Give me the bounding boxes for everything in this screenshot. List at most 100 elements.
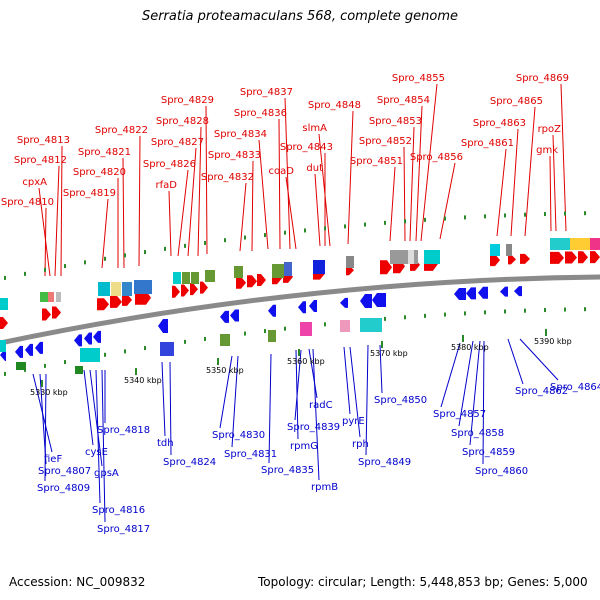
genome-backbone <box>0 274 600 346</box>
upper-leader-line <box>389 166 396 242</box>
lower-leader-line <box>349 346 361 438</box>
lower-leader-line <box>44 373 47 482</box>
lower-leader-line <box>312 348 320 481</box>
forward-gene-arrow <box>490 254 500 267</box>
reverse-gene-arrow <box>298 301 306 314</box>
lower-leader-line <box>95 369 101 504</box>
forward-gene-arrow <box>380 260 392 275</box>
upper-gene-label: Spro_4820 <box>73 167 126 178</box>
upper-leader-line <box>54 165 60 277</box>
forward-gene-arrow <box>172 285 180 298</box>
upper-gene-label: slmA <box>302 123 327 134</box>
gene-annotation-box <box>408 250 414 264</box>
lower-leader-line <box>458 340 474 427</box>
reverse-gene-arrow <box>478 286 488 299</box>
upper-leader-line <box>420 83 438 242</box>
gene-annotation-box <box>268 330 276 342</box>
upper-gene-label: Spro_4855 <box>392 73 445 84</box>
upper-gene-label: Spro_4852 <box>359 136 412 147</box>
upper-gene-label: Spro_4869 <box>516 73 569 84</box>
upper-leader-line <box>415 105 423 242</box>
upper-leader-line <box>177 169 189 257</box>
upper-gene-label: Spro_4829 <box>161 95 214 106</box>
gene-annotation-box <box>340 320 350 332</box>
upper-gene-label: Spro_4836 <box>234 108 287 119</box>
upper-leader-line <box>197 126 202 257</box>
gene-annotation-box <box>40 292 48 302</box>
reverse-gene-arrow <box>25 343 33 356</box>
gene-annotation-box <box>284 262 292 276</box>
scale-label: 5380 kbp <box>451 343 489 352</box>
upper-gene-labels: Spro_4810 cpxA Spro_4812 Spro_4813 Spro_4819… <box>1 73 569 208</box>
gene-annotation-box <box>313 260 325 274</box>
reverse-gene-arrow <box>93 330 101 343</box>
upper-gene-label: Spro_4828 <box>156 116 209 127</box>
reverse-gene-arrow <box>454 288 466 301</box>
upper-leader-line <box>101 198 109 269</box>
forward-gene-arrow <box>590 251 600 264</box>
reverse-gene-arrow <box>309 300 317 313</box>
gene-annotation-box <box>80 348 90 362</box>
scale-label: 5370 kbp <box>370 349 408 358</box>
scale-label: 5350 kbp <box>206 366 244 375</box>
gene-annotation-box <box>220 334 230 346</box>
reverse-gene-arrow <box>268 304 276 317</box>
forward-gene-arrow <box>135 290 151 305</box>
upper-leader-line <box>284 97 291 250</box>
lower-gene-label: pyrE <box>342 416 365 427</box>
upper-gene-label: Spro_4834 <box>214 129 267 140</box>
accession-label: Accession: NC_009832 <box>9 575 146 589</box>
lower-leader-line <box>440 342 461 408</box>
reverse-gene-arrow <box>15 345 23 358</box>
upper-leader-line <box>496 148 507 237</box>
upper-gene-label: Spro_4822 <box>95 125 148 136</box>
lower-leader-line <box>83 369 94 446</box>
lower-gene-label: rpmG <box>290 441 318 452</box>
lower-gene-label: Spro_4839 <box>287 422 340 433</box>
upper-gene-label: gmk <box>536 145 558 156</box>
gene-annotation-box <box>134 280 152 294</box>
lower-gene-label: Spro_4831 <box>224 449 277 460</box>
lower-gene-label: cysE <box>85 447 108 458</box>
upper-gene-label: Spro_4865 <box>490 96 543 107</box>
gene-annotation-box <box>205 270 215 282</box>
forward-gene-arrow <box>520 253 530 264</box>
upper-gene-label: Spro_4856 <box>410 152 463 163</box>
lower-leader-line <box>365 344 369 456</box>
upper-gene-label: Spro_4833 <box>208 150 261 161</box>
gene-annotation-box <box>590 238 600 250</box>
label-leader-lines <box>32 83 567 523</box>
forward-gene-arrow <box>247 275 257 288</box>
upper-leader-line <box>239 182 247 252</box>
genome-title: Serratia proteamaculans 568, complete ge… <box>141 9 459 24</box>
gene-annotation-box <box>346 256 354 268</box>
lower-gene-label: Spro_4807 <box>38 466 91 477</box>
upper-leader-line <box>510 128 519 237</box>
upper-leader-line <box>403 146 406 242</box>
upper-gene-label: Spro_4853 <box>369 116 422 127</box>
forward-gene-arrow <box>578 251 588 264</box>
lower-gene-label: Spro_4817 <box>97 524 150 535</box>
gene-annotation-box <box>424 250 440 264</box>
lower-gene-label: fieF <box>44 454 62 465</box>
forward-gene-arrow <box>236 276 246 289</box>
gene-annotation-box <box>160 342 174 356</box>
lower-gene-label: Spro_4862 <box>515 386 568 397</box>
scale-label: 5390 kbp <box>534 337 572 346</box>
lower-gene-label: Spro_4858 <box>451 428 504 439</box>
lower-gene-label: Spro_4830 <box>212 430 265 441</box>
upper-leader-line <box>549 155 552 232</box>
upper-gene-label: coaD <box>269 166 295 177</box>
upper-gene-label: Spro_4851 <box>350 156 403 167</box>
upper-leader-line <box>258 139 269 250</box>
lower-leader-line <box>219 355 233 429</box>
upper-gene-label: Spro_4854 <box>377 95 430 106</box>
scale-labels: 5330 kbp 5340 kbp 5350 kbp 5360 kbp 5370 kbp… <box>30 337 572 397</box>
lower-leader-line <box>343 346 351 415</box>
lower-gene-label: Spro_4857 <box>433 409 486 420</box>
upper-gene-label: cpxA <box>22 177 47 188</box>
upper-leader-line <box>278 118 281 250</box>
upper-leader-line <box>285 176 297 250</box>
reverse-gene-arrow <box>84 332 92 345</box>
